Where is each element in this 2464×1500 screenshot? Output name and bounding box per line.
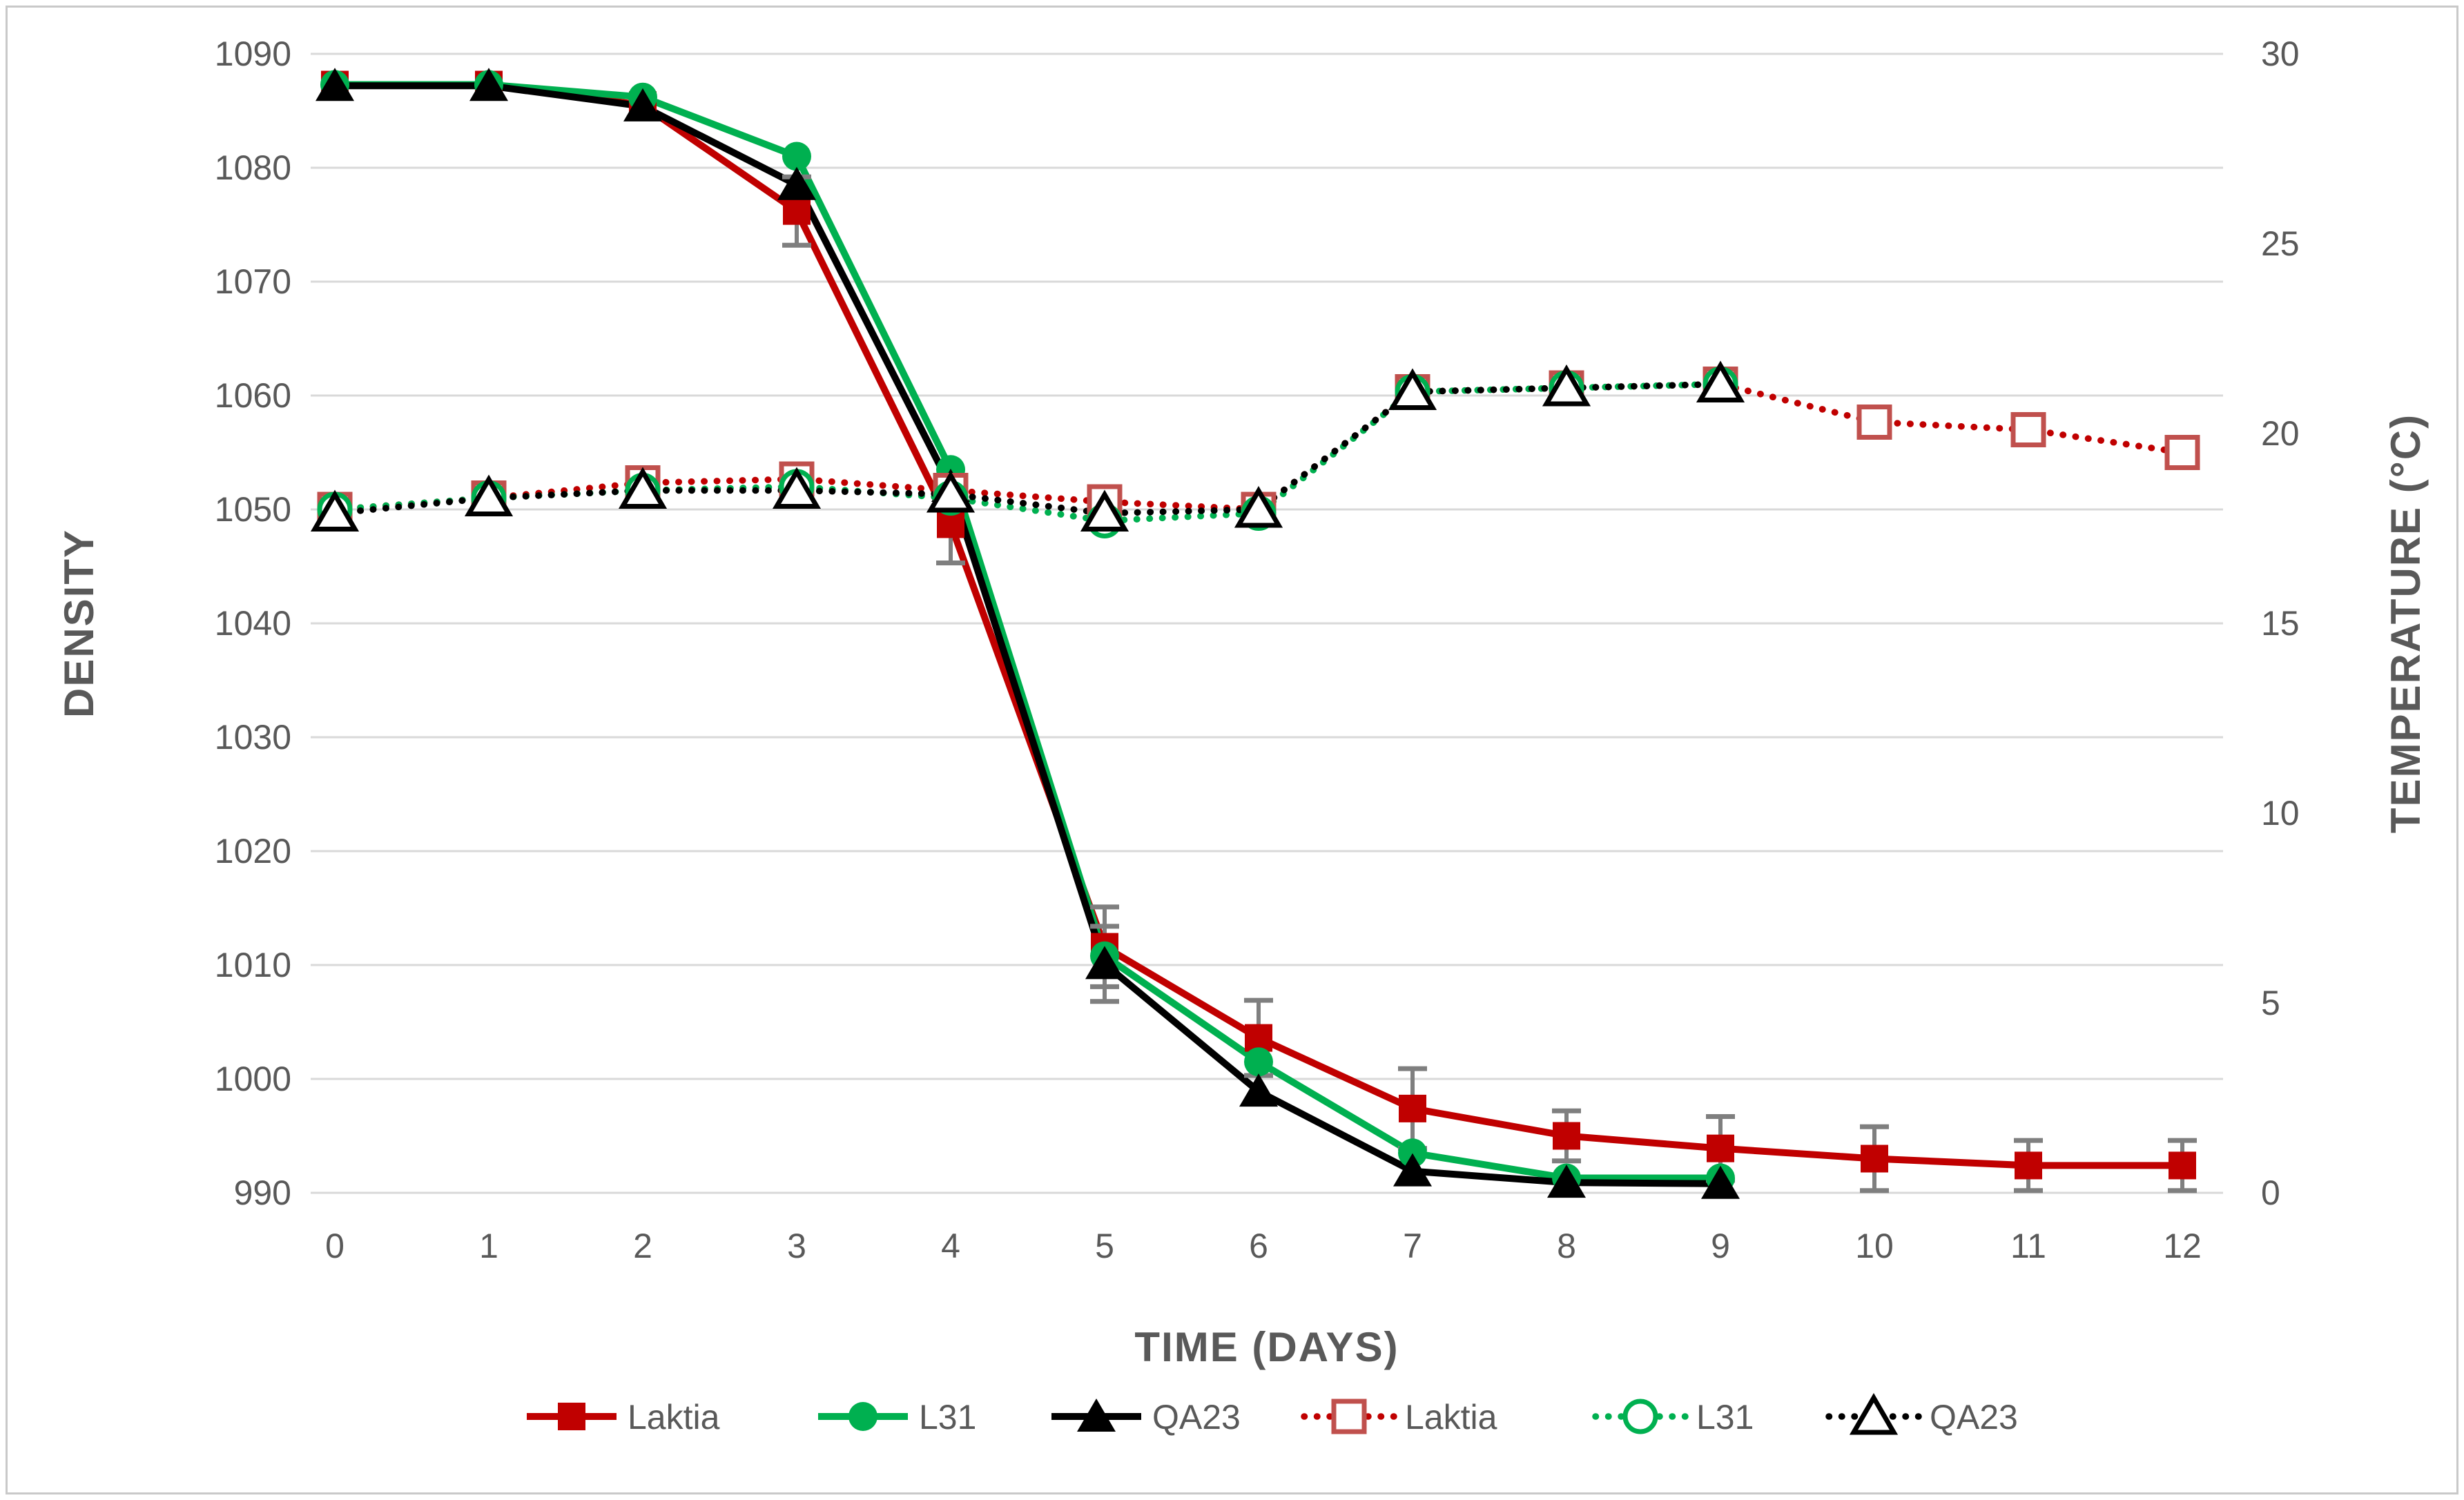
legend-label: L31 xyxy=(919,1398,976,1436)
legend-item-qa23-density: QA23 xyxy=(1051,1398,1241,1436)
series-line-l31-density xyxy=(335,81,1720,1182)
marker-qa23-day-1 xyxy=(469,68,508,101)
legend-label: QA23 xyxy=(1152,1398,1241,1436)
y-axis-left-tick-label: 1030 xyxy=(215,718,291,757)
marker-qa23-day-2 xyxy=(618,467,668,509)
legend-marker xyxy=(558,1403,585,1430)
marker-qa23-day-4 xyxy=(926,471,976,513)
marker-l31-day-7 xyxy=(1398,1138,1427,1168)
marker-qa23-day-2 xyxy=(623,88,662,121)
y-axis-left-tick-label: 1080 xyxy=(215,148,291,187)
x-axis-tick-label: 8 xyxy=(1557,1227,1576,1265)
marker-qa23-day-3 xyxy=(777,166,816,200)
x-axis-tick-label: 5 xyxy=(1095,1227,1114,1265)
marker-laktia-day-12 xyxy=(2164,435,2200,470)
legend-item-l31-density: L31 xyxy=(818,1398,976,1436)
x-axis-tick-label: 3 xyxy=(787,1227,806,1265)
marker-qa23-day-9 xyxy=(1696,360,1745,402)
legend-label: Laktia xyxy=(628,1398,720,1436)
x-axis-tick-label: 12 xyxy=(2163,1227,2202,1265)
x-axis-tick-label: 4 xyxy=(941,1227,960,1265)
series-line-qa23-temperature xyxy=(331,380,1724,517)
y-axis-right-tick-label: 30 xyxy=(2261,35,2300,73)
x-axis-title: TIME (DAYS) xyxy=(1134,1324,1399,1370)
marker-laktia-day-3 xyxy=(783,197,811,225)
figure-border xyxy=(6,6,2458,1494)
marker-l31-day-6 xyxy=(1244,1047,1273,1077)
x-axis-tick-label: 1 xyxy=(479,1227,498,1265)
y-axis-left-tick-label: 1020 xyxy=(215,832,291,870)
y-axis-right-tick-label: 25 xyxy=(2261,224,2300,263)
marker-qa23-day-9 xyxy=(1701,1165,1740,1199)
y-axis-right-tick-label: 5 xyxy=(2261,984,2280,1022)
y-axis-right-tick-label: 15 xyxy=(2261,604,2300,643)
y-axis-title-right: TEMPERATURE (°C) xyxy=(2383,413,2429,833)
marker-qa23-day-8 xyxy=(1542,364,1591,407)
marker-laktia-day-10 xyxy=(1861,1145,1888,1173)
x-axis-tick-label: 6 xyxy=(1249,1227,1268,1265)
marker-qa23-day-5 xyxy=(1085,946,1124,980)
marker-laktia-day-12 xyxy=(2169,1151,2196,1180)
marker-laktia-day-11 xyxy=(2010,412,2046,447)
legend-item-laktia-density: Laktia xyxy=(527,1398,720,1436)
y-axis-right-tick-label: 0 xyxy=(2261,1173,2280,1212)
y-axis-right-tick-label: 20 xyxy=(2261,414,2300,453)
marker-qa23-day-3 xyxy=(772,467,822,509)
x-axis-tick-label: 11 xyxy=(2010,1227,2046,1265)
legend-marker xyxy=(1077,1399,1116,1432)
series-line-qa23-density xyxy=(335,82,1721,1187)
legend-marker xyxy=(1331,1399,1367,1434)
y-axis-left-tick-label: 990 xyxy=(234,1173,291,1212)
marker-laktia-day-10 xyxy=(1856,405,1892,440)
legend-item-qa23-temperature: QA23 xyxy=(1825,1393,2018,1436)
y-axis-left-tick-label: 1010 xyxy=(215,946,291,984)
legend-marker xyxy=(1849,1393,1899,1435)
marker-qa23-day-0 xyxy=(316,68,354,101)
x-axis-tick-label: 9 xyxy=(1711,1227,1730,1265)
marker-qa23-day-7 xyxy=(1393,1153,1432,1187)
x-axis-tick-label: 10 xyxy=(1855,1227,1894,1265)
marker-qa23-day-0 xyxy=(310,489,360,532)
legend-item-l31-temperature: L31 xyxy=(1592,1398,1754,1436)
y-axis-left-tick-label: 1070 xyxy=(215,262,291,301)
y-axis-left-tick-label: 1090 xyxy=(215,35,291,73)
x-axis-tick-label: 2 xyxy=(633,1227,652,1265)
y-axis-left-tick-label: 1040 xyxy=(215,604,291,643)
x-axis-tick-label: 0 xyxy=(325,1227,345,1265)
marker-l31-day-3 xyxy=(782,142,811,171)
legend-label: L31 xyxy=(1696,1398,1754,1436)
y-axis-title-left: DENSITY xyxy=(56,529,102,718)
marker-qa23-day-5 xyxy=(1080,489,1129,532)
marker-laktia-day-8 xyxy=(1553,1122,1580,1150)
marker-laktia-day-9 xyxy=(1707,1134,1734,1162)
marker-laktia-day-7 xyxy=(1399,1094,1426,1122)
x-axis-tick-label: 7 xyxy=(1403,1227,1422,1265)
marker-laktia-day-6 xyxy=(1245,1024,1272,1052)
marker-laktia-day-11 xyxy=(2015,1151,2042,1180)
y-axis-left-tick-label: 1060 xyxy=(215,376,291,415)
marker-qa23-day-6 xyxy=(1239,1073,1278,1107)
y-axis-left-tick-label: 1050 xyxy=(215,490,291,529)
legend-marker xyxy=(1622,1399,1658,1434)
marker-qa23-day-1 xyxy=(464,474,514,516)
legend-item-laktia-temperature: Laktia xyxy=(1301,1398,1497,1436)
legend-label: Laktia xyxy=(1405,1398,1497,1436)
series-line-l31-temperature xyxy=(331,380,1724,525)
legend-marker xyxy=(848,1402,877,1431)
marker-qa23-day-6 xyxy=(1234,486,1283,528)
marker-qa23-day-7 xyxy=(1388,368,1437,410)
legend-label: QA23 xyxy=(1930,1398,2018,1436)
marker-qa23-day-8 xyxy=(1547,1165,1586,1198)
y-axis-right-tick-label: 10 xyxy=(2261,794,2300,832)
y-axis-left-tick-label: 1000 xyxy=(215,1060,291,1098)
